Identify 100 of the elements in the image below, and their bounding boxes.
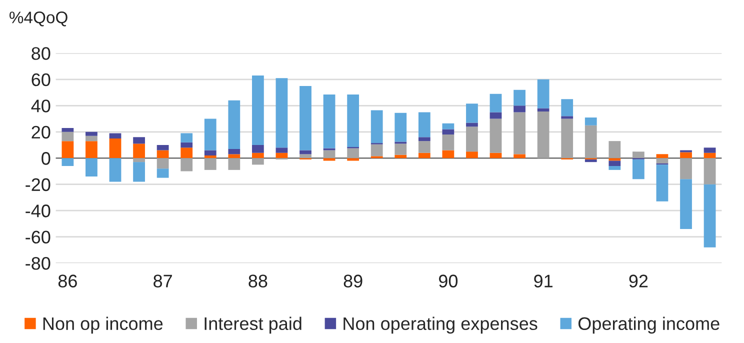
bar <box>204 118 216 150</box>
bar <box>394 154 407 158</box>
x-tick-label: 87 <box>154 274 172 288</box>
bar <box>704 152 716 158</box>
bar <box>204 150 216 156</box>
bar <box>62 132 74 142</box>
bar <box>584 159 597 162</box>
bar <box>466 152 478 158</box>
bar <box>490 94 502 112</box>
bar <box>252 158 264 165</box>
bar <box>276 148 288 153</box>
x-tick-label: 91 <box>534 274 552 288</box>
bar <box>62 141 74 158</box>
bar <box>252 75 264 146</box>
bar <box>608 160 621 166</box>
bar <box>156 150 169 158</box>
bar <box>442 123 454 130</box>
bar <box>442 134 454 150</box>
x-tick-label: 90 <box>439 274 458 288</box>
bar <box>323 94 336 148</box>
bar <box>561 99 574 116</box>
bar <box>704 148 716 153</box>
y-tick-label: 0 <box>42 152 50 165</box>
bar <box>490 152 502 158</box>
bar <box>370 110 383 144</box>
bar <box>252 145 264 153</box>
bar <box>418 137 430 142</box>
bar <box>156 168 169 178</box>
bar <box>608 166 621 170</box>
bar <box>704 158 716 184</box>
bar <box>323 158 336 161</box>
bar <box>442 129 454 135</box>
y-tick-label: -60 <box>26 230 50 244</box>
bar <box>133 144 145 158</box>
bar <box>180 158 193 172</box>
bar <box>537 79 550 108</box>
bar <box>156 145 169 150</box>
bar <box>537 108 550 112</box>
bar <box>632 152 644 158</box>
y-tick-label: 40 <box>31 100 50 112</box>
bar <box>300 86 312 150</box>
bar <box>514 112 526 154</box>
bar <box>347 94 360 147</box>
y-tick-label: 60 <box>32 73 50 86</box>
bar <box>656 158 668 164</box>
bar <box>228 154 240 158</box>
bar <box>466 122 478 127</box>
bar <box>680 179 692 229</box>
bar <box>561 116 574 119</box>
y-tick-label: -40 <box>26 204 50 218</box>
bar <box>300 150 312 154</box>
bar <box>300 154 312 158</box>
bar <box>133 158 145 162</box>
bar <box>86 136 98 142</box>
y-tick-label: -20 <box>26 178 50 192</box>
bar <box>680 152 692 158</box>
bar <box>180 133 193 142</box>
bar <box>514 90 526 106</box>
x-tick-label: 89 <box>344 274 362 288</box>
bar <box>394 144 407 155</box>
bar <box>86 141 98 158</box>
legend-label: Interest paid <box>204 316 302 334</box>
y-tick-label: 20 <box>32 126 50 139</box>
bar <box>109 133 122 138</box>
bar <box>86 158 98 176</box>
bar <box>608 158 621 161</box>
bar <box>180 148 193 158</box>
bar <box>62 128 74 132</box>
legend-label: Operating income <box>578 316 720 334</box>
bar <box>490 112 502 119</box>
bar <box>109 158 122 182</box>
bar <box>276 78 288 148</box>
y-tick-label: 80 <box>32 47 50 60</box>
bar <box>442 150 454 158</box>
bar <box>394 112 407 142</box>
bar <box>656 164 668 202</box>
bar <box>418 141 430 153</box>
bar <box>514 154 526 158</box>
x-tick-label: 88 <box>248 274 268 288</box>
bar <box>347 148 360 158</box>
bar <box>584 117 597 126</box>
bar <box>228 100 240 149</box>
legend-label: Non op income <box>43 316 163 334</box>
bar <box>466 104 478 123</box>
bar <box>466 126 478 152</box>
bar <box>228 148 240 154</box>
bar <box>680 158 692 180</box>
bar <box>62 158 74 166</box>
bar <box>584 125 597 158</box>
bar <box>252 152 264 158</box>
bar <box>656 154 668 158</box>
bar <box>537 112 550 158</box>
bar <box>608 141 621 158</box>
y-tick-label: -80 <box>26 257 50 270</box>
x-tick-label: 86 <box>58 274 77 288</box>
bar <box>204 156 216 158</box>
bar <box>276 152 288 158</box>
bar <box>180 142 193 148</box>
bar <box>133 162 145 182</box>
bar <box>204 158 216 170</box>
